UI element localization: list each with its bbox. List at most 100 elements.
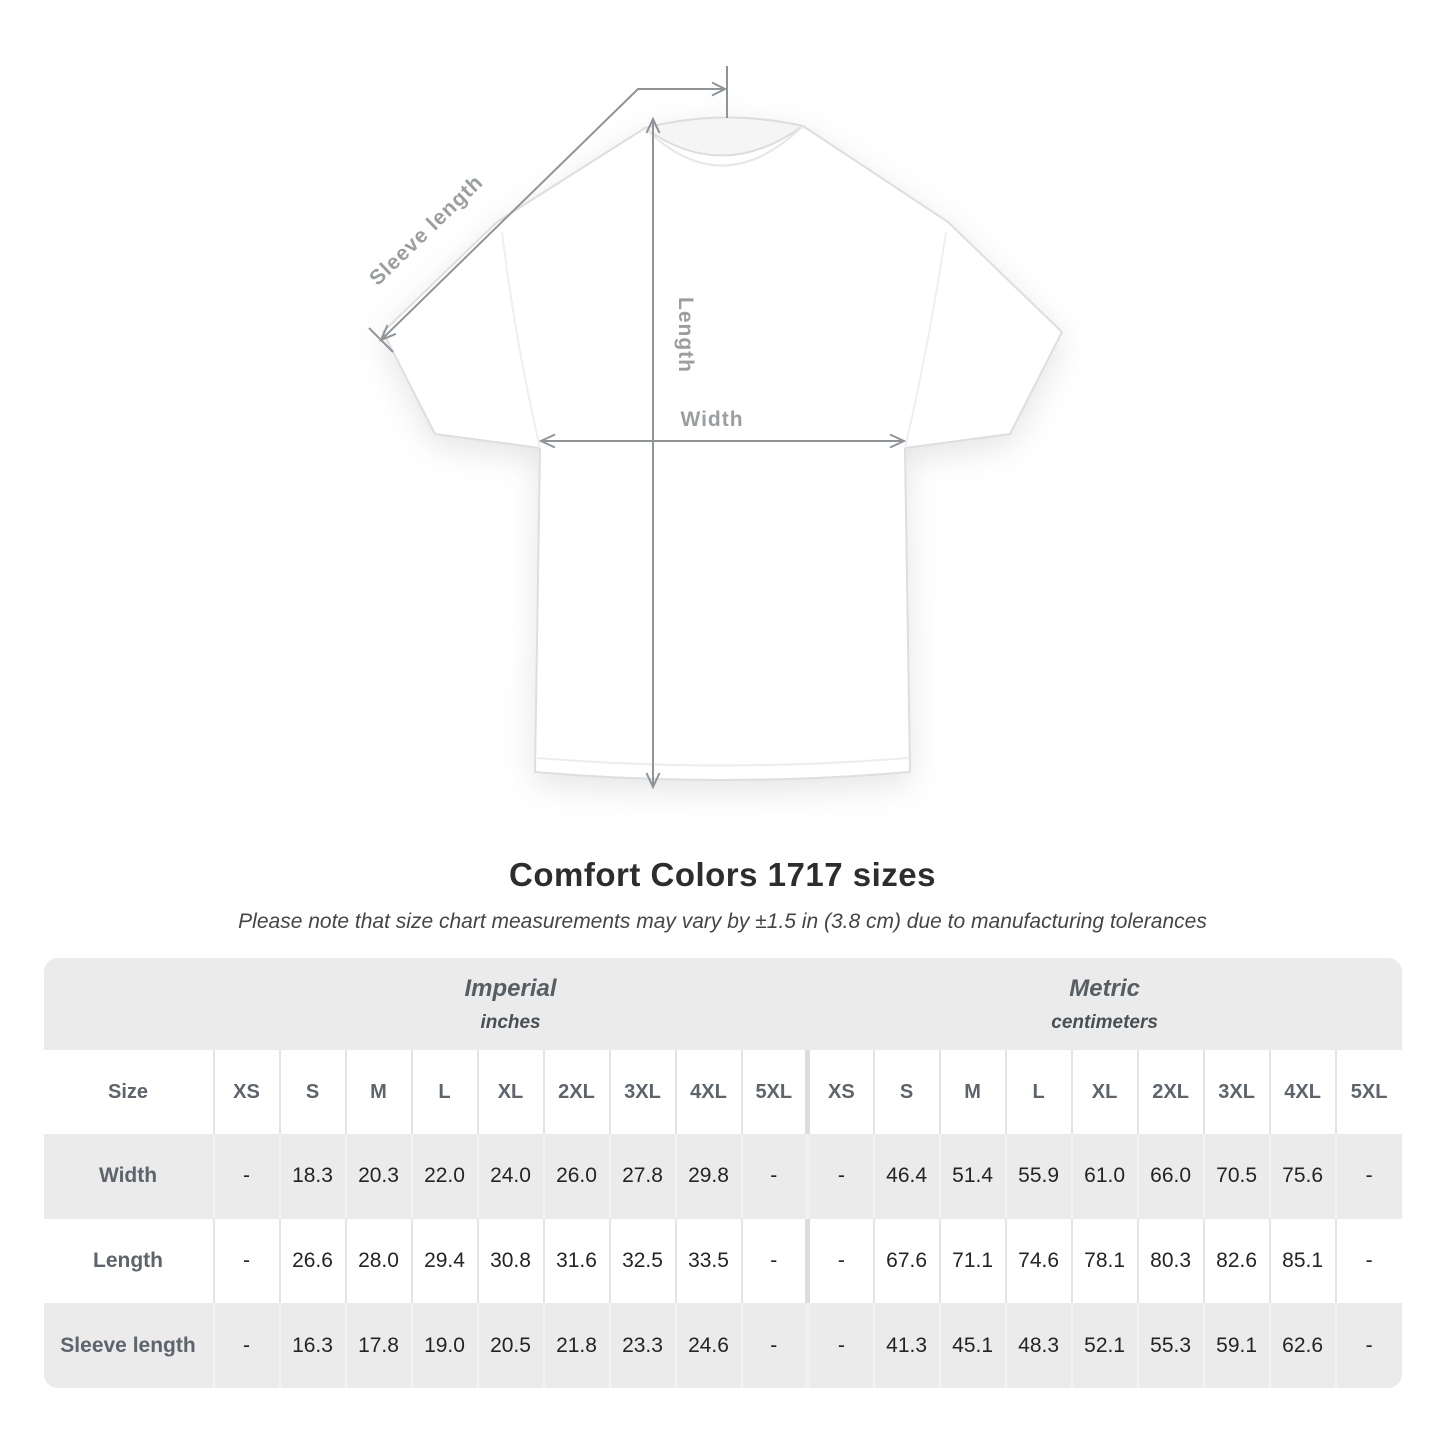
value-metric-l: 74.6 <box>1004 1218 1072 1304</box>
unit-group-row: Imperial inches Metric centimeters <box>43 958 1402 1050</box>
size-column-header-metric-2xl: 2XL <box>1136 1050 1204 1134</box>
value-imperial-2xl: 21.8 <box>542 1303 610 1388</box>
value-imperial-2xl: 31.6 <box>542 1218 610 1304</box>
value-imperial-m: 20.3 <box>344 1134 412 1219</box>
value-metric-m: 51.4 <box>938 1134 1006 1219</box>
size-column-header-imperial-l: L <box>410 1050 478 1134</box>
value-imperial-m: 17.8 <box>344 1303 412 1388</box>
size-column-header-imperial-5xl: 5XL <box>740 1050 808 1134</box>
metric-group-unit: centimeters <box>1051 1011 1158 1033</box>
measurement-row-length: Length -26.6 28.0 29.4 30.8 31.6 32.5 33.5- -67.… <box>43 1218 1402 1304</box>
size-column-header-metric-m: M <box>938 1050 1006 1134</box>
size-column-header-metric-3xl: 3XL <box>1202 1050 1270 1134</box>
group-header-spacer <box>43 958 214 1050</box>
tolerance-note: Please note that size chart measurements… <box>238 910 1207 933</box>
value-metric-s: 41.3 <box>872 1303 940 1388</box>
value-metric-xl: 78.1 <box>1070 1218 1138 1304</box>
measurement-row-width: Width -18.3 20.3 22.0 24.0 26.0 27.8 29.8- -46.4… <box>43 1134 1402 1219</box>
metric-group-title: Metric <box>1069 974 1140 1002</box>
measurement-row-sleeve-length: Sleeve length -16.3 17.8 19.0 20.5 21.8 23.3 24… <box>43 1303 1402 1388</box>
value-metric-xs: - <box>805 1134 874 1219</box>
imperial-group-title: Imperial <box>464 974 557 1002</box>
value-imperial-xs: - <box>212 1134 280 1219</box>
sleeve-end-tick <box>368 327 394 353</box>
size-header-label: Size <box>107 1080 149 1103</box>
value-metric-5xl: - <box>1334 1303 1402 1388</box>
value-metric-xl: 52.1 <box>1070 1303 1138 1388</box>
length-label: Length <box>674 297 697 373</box>
size-column-header-metric-xs: XS <box>805 1050 874 1134</box>
tshirt-graphic <box>382 116 1063 781</box>
value-imperial-5xl: - <box>740 1218 808 1304</box>
value-imperial-2xl: 26.0 <box>542 1134 610 1219</box>
imperial-group-header: Imperial inches <box>213 958 808 1050</box>
row-label-width: Width <box>98 1164 158 1188</box>
value-imperial-l: 19.0 <box>410 1303 478 1388</box>
value-imperial-4xl: 24.6 <box>674 1303 742 1388</box>
size-table-grid: Imperial inches Metric centimeters Size … <box>43 958 1402 1388</box>
value-metric-l: 48.3 <box>1004 1303 1072 1388</box>
size-column-header-imperial-m: M <box>344 1050 412 1134</box>
value-imperial-3xl: 27.8 <box>608 1134 676 1219</box>
size-table: Imperial inches Metric centimeters Size … <box>43 958 1402 1388</box>
value-imperial-4xl: 29.8 <box>674 1134 742 1219</box>
value-metric-2xl: 80.3 <box>1136 1218 1204 1304</box>
value-metric-xs: - <box>805 1303 874 1388</box>
value-imperial-3xl: 32.5 <box>608 1218 676 1304</box>
size-header-row: Size XS S M L XL 2XL 3XL 4XL 5XL XS S M L XL 2XL 3XL 4XL… <box>43 1050 1402 1134</box>
size-column-header-metric-s: S <box>872 1050 940 1134</box>
value-metric-5xl: - <box>1334 1134 1402 1219</box>
tshirt-diagram-svg: Sleeve length Length Width <box>365 66 1063 790</box>
value-imperial-l: 29.4 <box>410 1218 478 1304</box>
value-metric-2xl: 55.3 <box>1136 1303 1204 1388</box>
size-column-header-imperial-xl: XL <box>476 1050 544 1134</box>
width-label: Width <box>680 408 743 431</box>
value-imperial-xl: 20.5 <box>476 1303 544 1388</box>
value-imperial-xs: - <box>212 1218 280 1304</box>
value-metric-3xl: 59.1 <box>1202 1303 1270 1388</box>
value-metric-3xl: 82.6 <box>1202 1218 1270 1304</box>
length-arrow <box>645 116 661 790</box>
size-column-header-imperial-4xl: 4XL <box>674 1050 742 1134</box>
value-metric-4xl: 75.6 <box>1268 1134 1336 1219</box>
size-column-header-imperial-xs: XS <box>212 1050 280 1134</box>
value-metric-xs: - <box>805 1218 874 1304</box>
value-imperial-5xl: - <box>740 1303 808 1388</box>
size-column-header-imperial-s: S <box>278 1050 346 1134</box>
value-metric-3xl: 70.5 <box>1202 1134 1270 1219</box>
sleeve-length-arrow <box>368 66 728 353</box>
size-column-header-metric-l: L <box>1004 1050 1072 1134</box>
value-imperial-l: 22.0 <box>410 1134 478 1219</box>
value-imperial-3xl: 23.3 <box>608 1303 676 1388</box>
tshirt-right-seam <box>904 231 947 449</box>
size-column-header-metric-xl: XL <box>1070 1050 1138 1134</box>
value-imperial-5xl: - <box>740 1134 808 1219</box>
value-metric-s: 46.4 <box>872 1134 940 1219</box>
value-imperial-m: 28.0 <box>344 1218 412 1304</box>
page-title: Comfort Colors 1717 sizes <box>509 856 936 893</box>
row-label-length: Length <box>93 1248 163 1272</box>
size-column-header-metric-5xl: 5XL <box>1334 1050 1402 1134</box>
value-imperial-xl: 30.8 <box>476 1218 544 1304</box>
size-column-header-metric-4xl: 4XL <box>1268 1050 1336 1134</box>
value-metric-m: 45.1 <box>938 1303 1006 1388</box>
imperial-group-unit: inches <box>480 1011 541 1033</box>
tshirt-body <box>382 125 1063 781</box>
row-label-sleeve-length: Sleeve length <box>60 1333 196 1357</box>
value-imperial-4xl: 33.5 <box>674 1218 742 1304</box>
size-column-header-imperial-3xl: 3XL <box>608 1050 676 1134</box>
value-imperial-s: 18.3 <box>278 1134 346 1219</box>
value-metric-s: 67.6 <box>872 1218 940 1304</box>
value-imperial-xl: 24.0 <box>476 1134 544 1219</box>
tshirt-left-seam <box>501 231 541 449</box>
value-imperial-s: 26.6 <box>278 1218 346 1304</box>
value-metric-m: 71.1 <box>938 1218 1006 1304</box>
value-imperial-xs: - <box>212 1303 280 1388</box>
value-metric-4xl: 62.6 <box>1268 1303 1336 1388</box>
tshirt-collar-seam <box>644 125 804 167</box>
value-imperial-s: 16.3 <box>278 1303 346 1388</box>
metric-group-header: Metric centimeters <box>807 958 1402 1050</box>
width-arrow <box>538 433 907 449</box>
value-metric-xl: 61.0 <box>1070 1134 1138 1219</box>
